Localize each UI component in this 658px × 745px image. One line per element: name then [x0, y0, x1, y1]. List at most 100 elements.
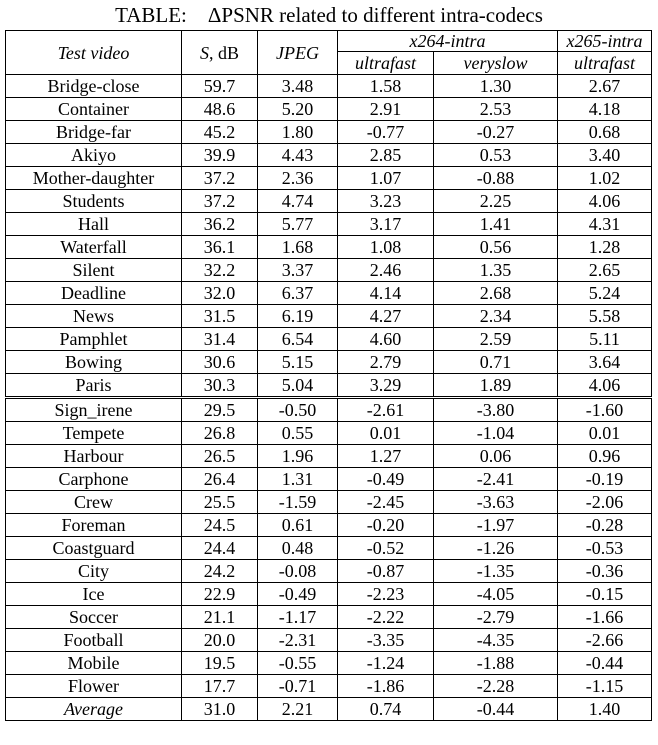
x264-veryslow-cell: 1.41	[433, 212, 558, 236]
header-s-db: S, dB	[181, 30, 258, 75]
s-db-cell: 59.7	[181, 74, 258, 98]
jpeg-cell: -0.50	[257, 396, 338, 422]
test-video-cell: Bridge-far	[5, 120, 182, 144]
x265-ultrafast-cell: 1.02	[557, 166, 652, 190]
psnr-table: Test video S, dB JPEG x264-intra x265-in…	[5, 30, 652, 721]
x264-veryslow-cell: -2.41	[433, 467, 558, 491]
x265-ultrafast-cell: -0.19	[557, 467, 652, 491]
s-db-cell: 37.2	[181, 189, 258, 213]
table-row: Mobile 19.5 -0.55 -1.24 -1.88 -0.44	[5, 651, 652, 675]
x264-ultrafast-cell: 3.17	[337, 212, 434, 236]
test-video-cell: Harbour	[5, 444, 182, 468]
s-db-cell: 32.0	[181, 281, 258, 305]
jpeg-cell: 5.15	[257, 350, 338, 374]
x264-ultrafast-cell: 0.01	[337, 421, 434, 445]
x264-veryslow-cell: -2.28	[433, 674, 558, 698]
jpeg-cell: 0.48	[257, 536, 338, 560]
x265-ultrafast-cell: 4.06	[557, 373, 652, 398]
jpeg-cell: 6.54	[257, 327, 338, 351]
x264-ultrafast-cell: 2.79	[337, 350, 434, 374]
s-db-cell: 45.2	[181, 120, 258, 144]
table-row: Hall 36.2 5.77 3.17 1.41 4.31	[5, 212, 652, 236]
x264-veryslow-cell: 2.59	[433, 327, 558, 351]
table-row: Foreman 24.5 0.61 -0.20 -1.97 -0.28	[5, 513, 652, 537]
x265-ultrafast-cell: 0.96	[557, 444, 652, 468]
x264-ultrafast-cell: -1.24	[337, 651, 434, 675]
table-row: Paris 30.3 5.04 3.29 1.89 4.06	[5, 373, 652, 398]
x264-veryslow-cell: -0.27	[433, 120, 558, 144]
x265-ultrafast-cell: -0.44	[557, 651, 652, 675]
x264-ultrafast-cell: 2.91	[337, 97, 434, 121]
test-video-cell: Coastguard	[5, 536, 182, 560]
table-row: Sign_irene 29.5 -0.50 -2.61 -3.80 -1.60	[5, 396, 652, 422]
test-video-cell: Students	[5, 189, 182, 213]
x265-ultrafast-cell: 3.64	[557, 350, 652, 374]
test-video-cell: Ice	[5, 582, 182, 606]
jpeg-cell: 6.19	[257, 304, 338, 328]
x264-veryslow-cell: 0.53	[433, 143, 558, 167]
s-db-cell: 31.5	[181, 304, 258, 328]
x265-ultrafast-cell: -1.15	[557, 674, 652, 698]
header-x265-ultrafast: ultrafast	[557, 51, 652, 75]
jpeg-cell: -0.71	[257, 674, 338, 698]
table-row: Bridge-close 59.7 3.48 1.58 1.30 2.67	[5, 74, 652, 98]
header-x264-ultrafast: ultrafast	[337, 51, 434, 75]
s-db-cell: 39.9	[181, 143, 258, 167]
x265-ultrafast-cell: -1.66	[557, 605, 652, 629]
table-row: Akiyo 39.9 4.43 2.85 0.53 3.40	[5, 143, 652, 167]
jpeg-cell: 5.04	[257, 373, 338, 398]
x264-veryslow-cell: -1.35	[433, 559, 558, 583]
x265-ultrafast-cell: -0.15	[557, 582, 652, 606]
x264-ultrafast-cell: -2.45	[337, 490, 434, 514]
table-row: Bridge-far 45.2 1.80 -0.77 -0.27 0.68	[5, 120, 652, 144]
table-row: Ice 22.9 -0.49 -2.23 -4.05 -0.15	[5, 582, 652, 606]
table-row: News 31.5 6.19 4.27 2.34 5.58	[5, 304, 652, 328]
test-video-cell: Soccer	[5, 605, 182, 629]
table-row: Carphone 26.4 1.31 -0.49 -2.41 -0.19	[5, 467, 652, 491]
x265-ultrafast-cell: -0.28	[557, 513, 652, 537]
table-row: Students 37.2 4.74 3.23 2.25 4.06	[5, 189, 652, 213]
table-header: Test video S, dB JPEG x264-intra x265-in…	[5, 30, 652, 75]
table-body-group-high: Bridge-close 59.7 3.48 1.58 1.30 2.67 Containe…	[5, 74, 652, 398]
test-video-cell: Waterfall	[5, 235, 182, 259]
x264-ultrafast-cell: 2.46	[337, 258, 434, 282]
s-db-cell: 24.2	[181, 559, 258, 583]
jpeg-cell: 5.20	[257, 97, 338, 121]
x264-ultrafast-cell: -3.35	[337, 628, 434, 652]
test-video-cell: Tempete	[5, 421, 182, 445]
jpeg-cell: -2.31	[257, 628, 338, 652]
x264-veryslow-cell: -3.80	[433, 396, 558, 422]
test-video-cell: Bowing	[5, 350, 182, 374]
table-row: Football 20.0 -2.31 -3.35 -4.35 -2.66	[5, 628, 652, 652]
jpeg-cell: 0.55	[257, 421, 338, 445]
table-body-average: Average 31.0 2.21 0.74 -0.44 1.40	[5, 697, 652, 721]
x265-ultrafast-cell: -0.53	[557, 536, 652, 560]
x264-ultrafast-cell: 3.29	[337, 373, 434, 398]
test-video-cell: Crew	[5, 490, 182, 514]
x264-veryslow-cell: 2.25	[433, 189, 558, 213]
header-jpeg: JPEG	[257, 30, 338, 75]
header-x265-intra: x265-intra	[557, 30, 652, 52]
s-db-cell: 48.6	[181, 97, 258, 121]
jpeg-cell: 1.80	[257, 120, 338, 144]
jpeg-cell: 0.61	[257, 513, 338, 537]
test-video-cell: Pamphlet	[5, 327, 182, 351]
x265-ultrafast-cell: -2.66	[557, 628, 652, 652]
s-db-cell: 31.4	[181, 327, 258, 351]
test-video-cell: Hall	[5, 212, 182, 236]
x264-veryslow-cell: -1.04	[433, 421, 558, 445]
x264-veryslow-cell: 1.30	[433, 74, 558, 98]
s-db-cell: 30.6	[181, 350, 258, 374]
x264-veryslow-cell: -1.88	[433, 651, 558, 675]
x264-veryslow-cell: 1.35	[433, 258, 558, 282]
x264-veryslow-cell: -1.97	[433, 513, 558, 537]
test-video-cell: Container	[5, 97, 182, 121]
table-row: Deadline 32.0 6.37 4.14 2.68 5.24	[5, 281, 652, 305]
test-video-cell: Akiyo	[5, 143, 182, 167]
x265-ultrafast-cell: 4.31	[557, 212, 652, 236]
x264-ultrafast-cell: -2.61	[337, 396, 434, 422]
x264-veryslow-cell: -0.88	[433, 166, 558, 190]
x264-ultrafast-cell: -2.22	[337, 605, 434, 629]
test-video-cell: City	[5, 559, 182, 583]
x264-veryslow-cell: -2.79	[433, 605, 558, 629]
